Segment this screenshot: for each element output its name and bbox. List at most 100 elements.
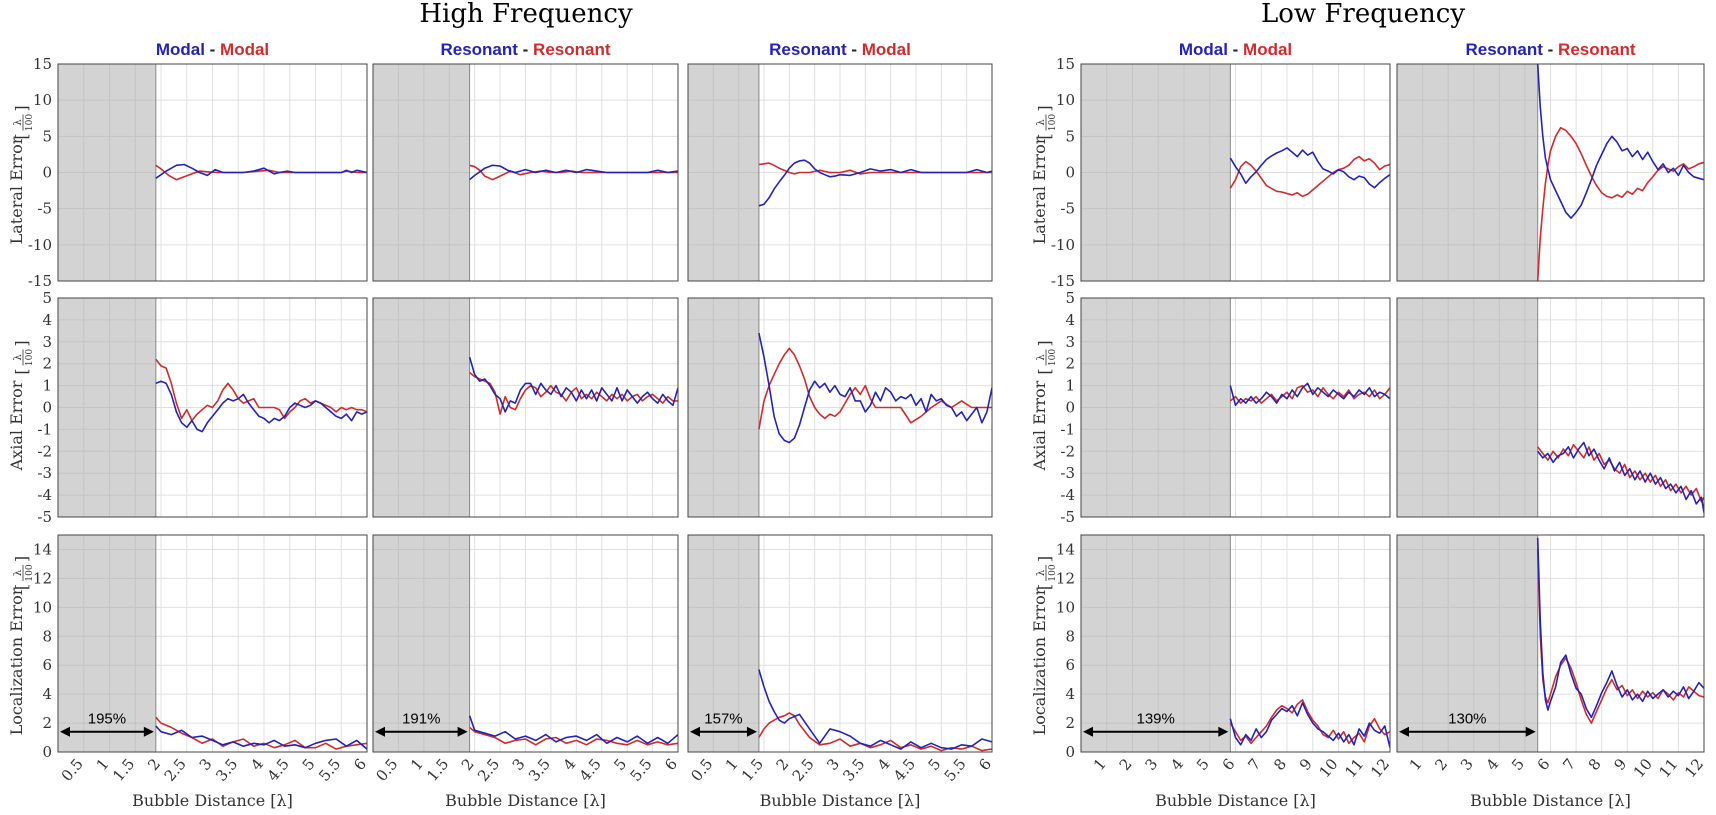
series-lines (758, 332, 992, 444)
series-blue-line (1229, 382, 1390, 407)
x-tick-label: 0.5 (372, 755, 401, 785)
y-tick-label: 3 (1065, 333, 1075, 351)
y-unit-fraction: [λ 100] (12, 556, 35, 590)
bracket-open: [ (1035, 584, 1054, 590)
series-red-line (758, 347, 992, 430)
y-tick-label: 3 (42, 333, 52, 351)
series-lines (1537, 441, 1704, 513)
column-title-separator: - (1228, 40, 1243, 59)
percent-label: 139% (1136, 711, 1174, 728)
x-axis-label: Bubble Distance [λ] (132, 791, 293, 810)
y-tick-label: 8 (42, 627, 52, 645)
series-blue-line (468, 356, 678, 413)
plot-frame (372, 63, 679, 282)
x-tick-label: 6 (1219, 755, 1239, 774)
y-axis-label: Lateral Error (7, 136, 26, 244)
group-titles: High Frequency Low Frequency (419, 0, 1465, 29)
series-blue-line (758, 159, 992, 207)
x-tick-label: 10 (1316, 755, 1342, 781)
y-unit-fraction: [λ 100] (12, 105, 35, 139)
x-tick-label: 2 (1116, 755, 1136, 774)
y-unit-fraction: [λ 100] (1035, 556, 1058, 590)
y-tick-label: 4 (1065, 685, 1075, 703)
y-tick-label: -15 (28, 272, 52, 290)
series-blue-line (155, 380, 367, 433)
column-title-separator: - (847, 40, 862, 59)
y-tick-label: 4 (42, 311, 52, 329)
y-tick-label: -5 (1060, 200, 1075, 218)
y-tick-label: -4 (37, 486, 52, 504)
x-tick-label: 6 (975, 755, 995, 774)
panel-axial (1396, 297, 1705, 518)
x-tick-label: 3.5 (212, 755, 241, 785)
bracket-close: ] (12, 340, 31, 346)
range-arrow: 130% (1399, 711, 1536, 737)
range-arrow: 139% (1083, 711, 1229, 737)
y-tick-label: 15 (33, 55, 52, 73)
plot-frame (1080, 63, 1391, 282)
series-lines (469, 164, 678, 181)
plot-frame (372, 297, 679, 518)
x-tick-label: 2.5 (789, 755, 818, 785)
arrow-head-left (60, 726, 70, 737)
y-tick-label: 0 (1065, 743, 1075, 761)
shaded-region (58, 535, 156, 752)
x-tick-label: 6 (350, 755, 370, 774)
y-tick-label: 0 (42, 164, 52, 182)
y-tick-label: -4 (1060, 486, 1075, 504)
y-tick-label: 0 (42, 743, 52, 761)
series-blue-line (468, 715, 678, 745)
y-tick-label: 5 (42, 127, 52, 145)
series-red-line (1229, 155, 1390, 198)
series-blue-line (1536, 537, 1704, 719)
x-tick-label: 4 (1167, 755, 1187, 774)
x-tick-label: 3 (1457, 755, 1477, 774)
unit-numerator: λ (1036, 354, 1047, 361)
column-title-separator: - (518, 40, 533, 59)
plot-frame (57, 534, 368, 753)
unit-numerator: λ (1036, 119, 1047, 126)
y-tick-label: 0 (1065, 399, 1075, 417)
y-axis-label: Localization Error (1030, 587, 1049, 735)
y-tick-label: 10 (33, 598, 52, 616)
unit-denominator: 100 (1048, 114, 1058, 131)
y-tick-label: -2 (1060, 442, 1075, 460)
x-tick-label: 3 (196, 755, 216, 774)
plot-frame (1396, 534, 1705, 753)
percent-label: 191% (402, 711, 440, 728)
group-title-low-frequency: Low Frequency (1261, 0, 1465, 29)
y-unit-fraction: [λ 100] (12, 340, 35, 374)
column-title-left: Resonant (1465, 40, 1543, 59)
x-tick-label: 6 (661, 755, 681, 774)
plot-frame (57, 297, 368, 518)
bracket-open: [ (1035, 133, 1054, 139)
y-tick-label: -5 (1060, 508, 1075, 526)
y-tick-label: 6 (1065, 656, 1075, 674)
shaded-region (1397, 535, 1538, 752)
column-title-right: Modal (1243, 40, 1292, 59)
y-tick-label: 1 (42, 377, 52, 395)
y-tick-label: 2 (1065, 355, 1075, 373)
series-red-line (1536, 549, 1704, 724)
bracket-close: ] (1035, 105, 1054, 111)
x-tick-label: 8 (1585, 755, 1605, 774)
shaded-region (1081, 535, 1231, 752)
x-tick-label: 1 (1090, 755, 1110, 774)
y-tick-label: 1 (1065, 377, 1075, 395)
x-tick-label: 1.5 (423, 755, 452, 785)
bracket-open: [ (12, 584, 31, 590)
y-tick-label: 8 (1065, 627, 1075, 645)
series-lines (1536, 537, 1704, 724)
x-tick-label: 1.5 (738, 755, 767, 785)
x-tick-label: 2.5 (474, 755, 503, 785)
x-tick-label: 4.5 (576, 755, 605, 785)
column-title: Modal - Modal (156, 40, 269, 59)
